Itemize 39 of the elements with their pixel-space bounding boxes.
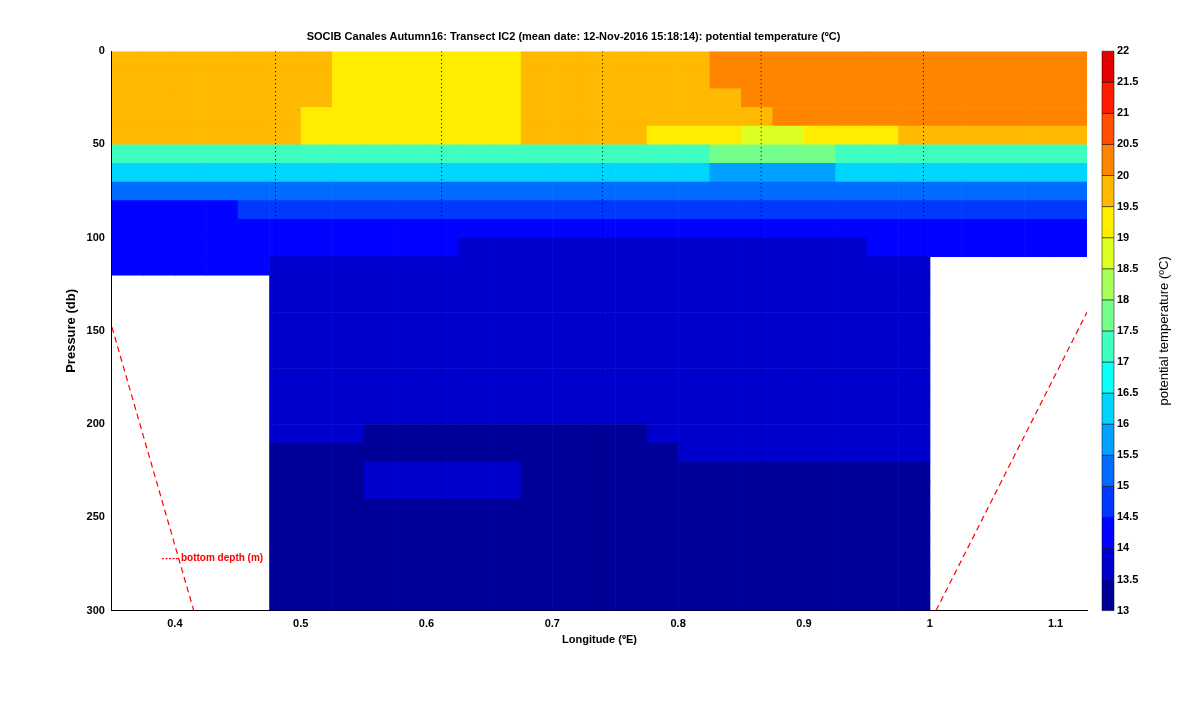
x-tick-label: 0.9 [796, 617, 812, 630]
color-bar-label: 19.5 [1117, 199, 1139, 212]
chart-title: SOCIB Canales Autumn16: Transect IC2 (mean date: 12-Nov-2016 15:18:14): potential temperature (ºC) [306, 29, 841, 42]
x-tick-label: 1.1 [1047, 617, 1064, 630]
color-bar-label: 15.5 [1117, 448, 1139, 461]
color-bar-label: 21 [1117, 106, 1130, 119]
y-axis-title: Pressure (db) [63, 288, 79, 373]
color-bar-label: 19 [1117, 230, 1130, 243]
color-bar-title: potential temperature (ºC) [1155, 256, 1171, 406]
color-bar-label: 18.5 [1117, 261, 1139, 274]
x-tick-label: 0.5 [293, 617, 309, 630]
color-bar-label: 21.5 [1117, 75, 1139, 88]
color-bar-label: 17 [1117, 355, 1130, 368]
x-tick-label: 0.8 [670, 617, 686, 630]
color-bar-label: 13.5 [1117, 572, 1139, 585]
x-axis-title: Longitude (ºE) [562, 633, 638, 646]
y-tick-label: 50 [92, 137, 105, 150]
color-bar-label: 15 [1117, 479, 1130, 492]
color-bar-label: 13 [1117, 603, 1130, 616]
x-tick-label: 0.7 [544, 617, 560, 630]
y-tick-label: 300 [86, 603, 105, 616]
x-tick-label: 1 [926, 617, 933, 630]
x-tick-label: 0.4 [167, 617, 184, 630]
y-tick-label: 200 [86, 417, 105, 430]
x-tick-label: 0.6 [418, 617, 435, 630]
color-bar-label: 14 [1117, 541, 1131, 554]
color-bar-label: 18 [1117, 292, 1130, 305]
color-bar-label: 14.5 [1117, 510, 1139, 523]
color-bar-label: 16 [1117, 417, 1130, 430]
y-tick-label: 0 [98, 44, 105, 57]
y-tick-label: 100 [86, 230, 105, 243]
color-bar-label: 22 [1117, 44, 1130, 57]
y-tick-label: 250 [86, 510, 105, 523]
color-bar-label: 20.5 [1117, 137, 1139, 150]
y-tick-label: 150 [86, 323, 105, 336]
legend-label: bottom depth (m) [180, 552, 264, 564]
color-bar-label: 17.5 [1117, 323, 1139, 336]
color-bar-label: 20 [1117, 168, 1130, 181]
color-bar-label: 16.5 [1117, 386, 1139, 399]
